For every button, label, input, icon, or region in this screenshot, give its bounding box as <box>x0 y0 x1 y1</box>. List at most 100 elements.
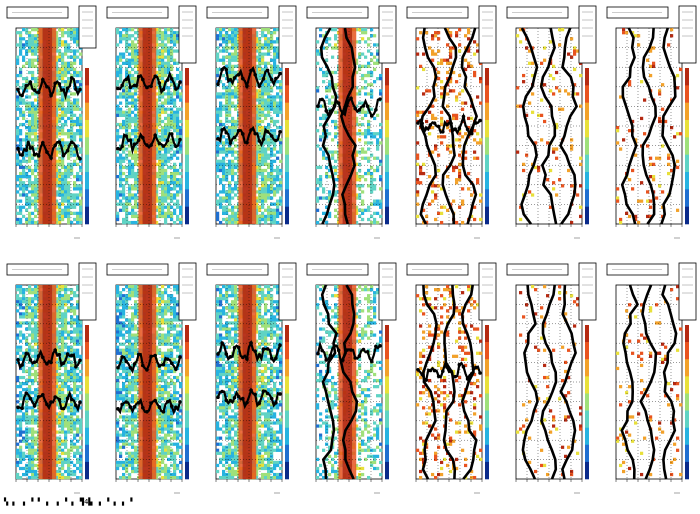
heat-cell <box>319 184 323 188</box>
heat-cell <box>267 89 271 93</box>
heat-cell <box>258 220 262 225</box>
heat-cell <box>31 345 35 349</box>
heat-cell <box>61 58 65 62</box>
heat-cell <box>476 95 480 99</box>
heat-cell <box>628 83 632 87</box>
heat-cell <box>158 110 162 114</box>
heat-cell <box>361 116 365 121</box>
heat-cell <box>22 165 26 170</box>
heat-cell <box>155 119 159 124</box>
heat-cell <box>228 220 232 225</box>
heat-cell <box>455 178 459 182</box>
heat-cell <box>358 64 362 69</box>
heat-cell <box>22 86 26 90</box>
heat-cell <box>267 211 271 216</box>
heat-cell <box>116 193 120 197</box>
heat-cell <box>279 178 283 182</box>
heat-cell <box>76 55 80 59</box>
heat-cell <box>55 175 59 179</box>
heat-cell <box>219 119 223 124</box>
heat-cell <box>231 122 235 127</box>
heat-cell <box>364 150 368 154</box>
heat-cell <box>361 52 365 56</box>
heat-cell <box>158 92 162 96</box>
heat-cell <box>164 116 168 121</box>
heat-cell <box>61 110 65 114</box>
heat-cell <box>261 61 265 65</box>
heat-cell <box>19 211 23 216</box>
heat-cell <box>164 70 168 75</box>
heat-cell <box>155 187 159 191</box>
heat-cell <box>16 83 20 87</box>
heat-cell <box>34 442 38 446</box>
heat-cell <box>355 208 359 212</box>
heat-cell <box>370 89 374 93</box>
heat-cell <box>270 168 274 173</box>
heat-cell <box>328 98 332 102</box>
heat-cell <box>422 171 426 176</box>
heat-cell <box>22 55 26 59</box>
heat-cell <box>55 110 59 114</box>
heat-cell <box>79 184 83 188</box>
heat-cell <box>22 457 26 462</box>
heat-cell <box>16 321 20 325</box>
heat-cell <box>216 168 220 173</box>
heat-cell <box>267 31 271 35</box>
heat-cell <box>437 211 441 216</box>
heat-cell <box>167 122 171 127</box>
heat-cell <box>58 184 62 188</box>
heat-cell <box>25 430 29 434</box>
heat-cell <box>367 205 371 209</box>
heat-cell <box>170 34 174 38</box>
heat-cell <box>255 126 259 130</box>
stats-box <box>678 5 697 64</box>
heat-cell <box>170 138 174 142</box>
heat-cell <box>31 181 35 185</box>
heat-cell <box>446 208 450 212</box>
heat-cell <box>655 196 659 200</box>
heat-cell <box>261 147 265 151</box>
heat-cell <box>619 147 623 151</box>
heat-cell <box>73 150 77 154</box>
heat-cell <box>116 104 120 108</box>
heat-cell <box>31 454 35 458</box>
vertical-curve <box>441 27 458 225</box>
heat-cell <box>55 40 59 44</box>
heat-cell <box>25 135 29 139</box>
heat-cell <box>34 34 38 38</box>
heat-cell <box>231 40 235 44</box>
heat-cell <box>322 150 326 154</box>
heat-cell <box>170 110 174 114</box>
heat-cell <box>549 168 553 173</box>
heat-cell <box>19 199 23 203</box>
heat-cell <box>270 98 274 102</box>
heat-cell <box>449 80 453 84</box>
heat-cell <box>273 135 277 139</box>
heat-cell <box>176 168 180 173</box>
heat-cell <box>222 162 226 167</box>
heat-cell <box>55 211 59 216</box>
heat-cell <box>58 181 62 185</box>
heat-cell <box>34 288 38 292</box>
heat-cell <box>67 196 71 200</box>
heat-cell <box>155 40 159 44</box>
heat-cell <box>19 37 23 41</box>
heat-cell <box>328 214 332 219</box>
heat-cell <box>331 165 335 170</box>
heat-cell <box>79 126 83 130</box>
heat-cell <box>258 162 262 167</box>
profile-marker <box>220 128 224 132</box>
heat-cell <box>176 147 180 151</box>
heat-cell <box>16 460 20 465</box>
heat-cell <box>76 80 80 84</box>
heat-cell <box>634 34 638 38</box>
heat-cell <box>173 34 177 38</box>
heat-cell <box>16 400 20 404</box>
heat-cell <box>258 187 262 191</box>
heat-cell <box>525 153 529 157</box>
heat-cell <box>225 175 229 179</box>
heat-cell <box>58 89 62 93</box>
heat-cell <box>122 165 126 170</box>
heat-cell <box>279 83 283 87</box>
heat-cell <box>273 61 277 65</box>
